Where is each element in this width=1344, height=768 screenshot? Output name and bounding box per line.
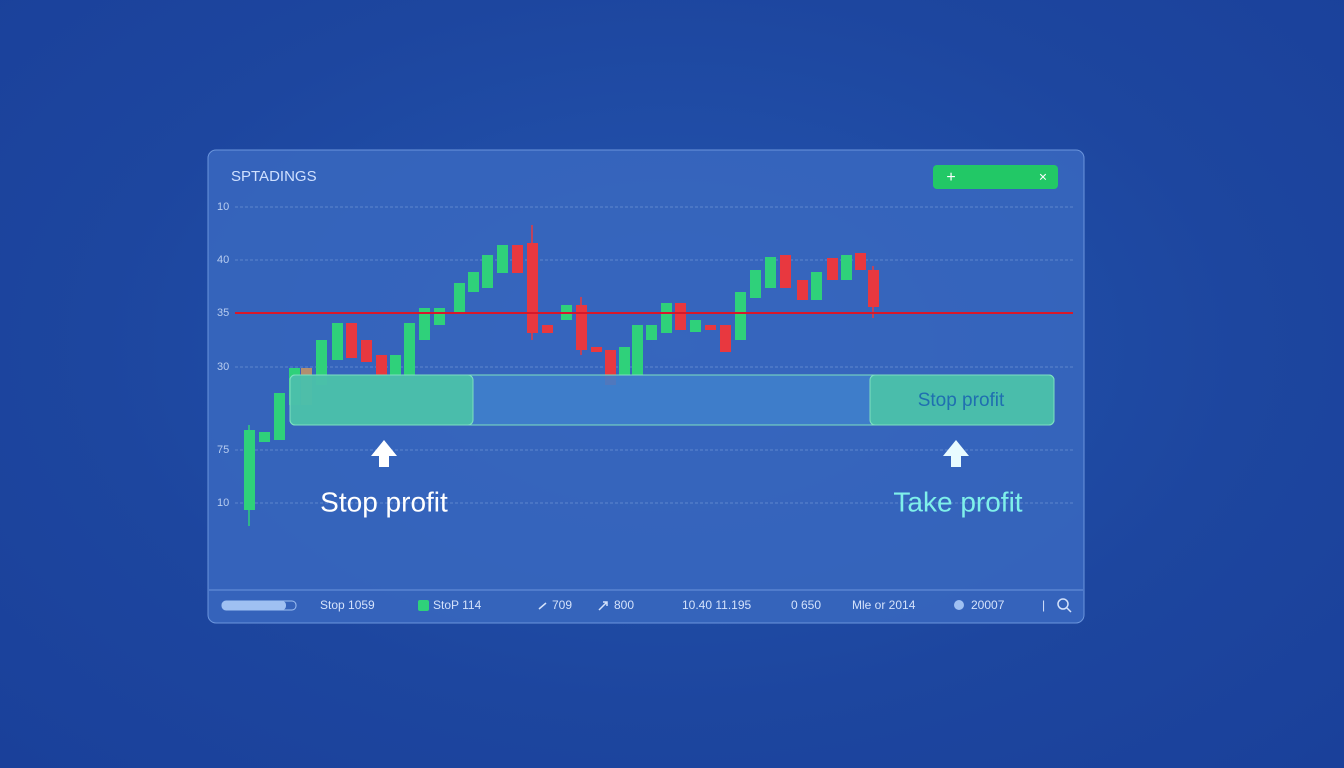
- candle: [390, 355, 401, 375]
- candle: [780, 255, 791, 288]
- status-item: 709: [552, 598, 572, 612]
- candle: [720, 325, 731, 352]
- add-icon[interactable]: +: [946, 169, 955, 186]
- status-item: 800: [614, 598, 634, 612]
- candle: [841, 255, 852, 280]
- candle: [404, 323, 415, 375]
- axis-label: 10: [217, 497, 229, 509]
- axis-label: 35: [217, 307, 229, 319]
- candle: [346, 323, 357, 358]
- candle: [259, 432, 270, 442]
- candle: [542, 325, 553, 333]
- separator: |: [1042, 598, 1045, 612]
- arrow-up: [371, 440, 397, 467]
- candle: [497, 245, 508, 273]
- candle: [868, 270, 879, 307]
- candle: [619, 347, 630, 375]
- candle: [454, 283, 465, 312]
- candle: [376, 355, 387, 375]
- status-icon: [418, 600, 429, 611]
- profit-zone: Stop profit: [289, 374, 1055, 426]
- axis-label: 40: [217, 254, 229, 266]
- candle: [705, 325, 716, 330]
- candle: [332, 323, 343, 360]
- candle: [690, 320, 701, 332]
- zone-right: [869, 374, 1055, 426]
- candle: [482, 255, 493, 288]
- candle: [274, 393, 285, 440]
- status-item: 10.40 11.195: [682, 598, 752, 612]
- candle: [750, 270, 761, 298]
- candle: [576, 305, 587, 350]
- candle: [646, 325, 657, 340]
- candle: [735, 292, 746, 340]
- status-item: Stop 1059: [320, 598, 375, 612]
- annotation: Take profit: [893, 486, 1022, 517]
- status-item: StoP 114: [433, 598, 482, 612]
- candle: [605, 350, 616, 385]
- candle: [468, 272, 479, 292]
- candle: [244, 430, 255, 510]
- axis-label: 75: [217, 444, 229, 456]
- candle: [316, 340, 327, 385]
- axis-label: 30: [217, 361, 229, 373]
- search-icon[interactable]: [1057, 598, 1069, 610]
- annotation: Stop profit: [320, 486, 448, 517]
- status-item: 20007: [971, 598, 1005, 612]
- candle: [827, 258, 838, 280]
- candle: [632, 325, 643, 375]
- candle: [675, 303, 686, 330]
- candle: [419, 308, 430, 340]
- candle: [361, 340, 372, 362]
- candle: [661, 303, 672, 333]
- zone-label: Stop profit: [918, 390, 1005, 411]
- candle: [512, 245, 523, 273]
- close-icon[interactable]: ×: [1039, 169, 1047, 185]
- panel-title: SPTADINGS: [231, 168, 317, 185]
- candle: [527, 243, 538, 333]
- candle: [765, 257, 776, 288]
- status-item: Mle or 2014: [852, 598, 916, 612]
- arrow-up: [943, 440, 969, 467]
- candle: [434, 308, 445, 325]
- search-icon-handle[interactable]: [1066, 607, 1072, 613]
- toolbar-button[interactable]: [933, 165, 1058, 189]
- candle: [591, 347, 602, 352]
- progress-fill: [222, 601, 286, 610]
- zone-left: [289, 374, 474, 426]
- status-icon: [954, 600, 964, 610]
- candle: [797, 280, 808, 300]
- axis-label: 10: [217, 201, 229, 213]
- status-icon: [598, 601, 608, 611]
- status-icon: [538, 602, 547, 610]
- status-item: 0 650: [791, 598, 821, 612]
- candle: [855, 253, 866, 270]
- status-bar: Stop 1059 StoP 114 709 800 10.40 11.195 …: [209, 589, 1083, 613]
- candle: [811, 272, 822, 300]
